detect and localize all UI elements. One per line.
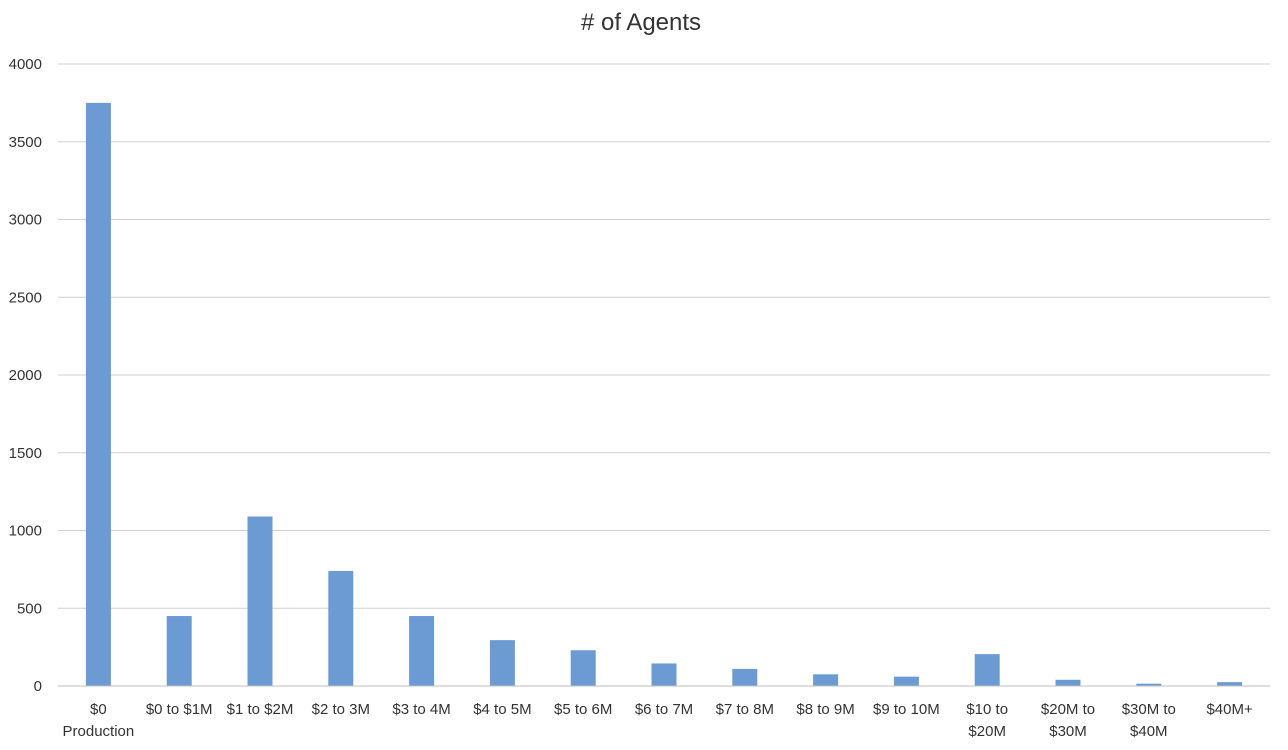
x-category-label: $0 <box>90 701 107 718</box>
x-category-label: $7 to 8M <box>716 701 774 718</box>
y-tick-label: 0 <box>34 678 42 695</box>
x-category-label: $3 to 4M <box>392 701 450 718</box>
bar <box>247 516 273 686</box>
x-category-label: $40M <box>1130 723 1168 740</box>
bar <box>813 674 839 686</box>
x-category-label: $1 to $2M <box>227 701 294 718</box>
bar <box>974 654 1000 686</box>
x-category-label: $9 to 10M <box>873 701 940 718</box>
bar <box>328 570 354 686</box>
x-category-label: $4 to 5M <box>473 701 531 718</box>
bar <box>1217 682 1243 686</box>
x-category-label: $40M+ <box>1206 701 1253 718</box>
bar <box>1055 679 1081 686</box>
gridlines <box>58 63 1270 609</box>
x-category-label: $5 to 6M <box>554 701 612 718</box>
x-category-label: $30M to <box>1122 701 1176 718</box>
bar <box>489 640 515 686</box>
y-tick-label: 4000 <box>9 56 42 73</box>
x-category-label: $2 to 3M <box>312 701 370 718</box>
x-axis-category-labels: $0 Production $0 to $1M $1 to $2M $2 to 3M $3… <box>63 701 1253 740</box>
y-tick-label: 3500 <box>9 134 42 151</box>
bar <box>893 676 919 686</box>
y-tick-label: 2500 <box>9 289 42 306</box>
bars <box>85 102 1243 686</box>
bar <box>1136 683 1162 686</box>
x-category-label: $30M <box>1049 723 1087 740</box>
bar <box>166 616 192 686</box>
x-category-label: $20M to <box>1041 701 1095 718</box>
y-tick-label: 1500 <box>9 445 42 462</box>
x-category-label: $20M <box>968 723 1006 740</box>
bar <box>85 102 111 686</box>
y-tick-label: 2000 <box>9 367 42 384</box>
bar <box>732 668 758 686</box>
x-category-label: Production <box>63 723 135 740</box>
x-category-label: $8 to 9M <box>796 701 854 718</box>
chart-title: # of Agents <box>581 9 701 36</box>
bar <box>651 663 677 686</box>
y-tick-label: 500 <box>17 600 42 617</box>
x-category-label: $6 to 7M <box>635 701 693 718</box>
x-category-label: $0 to $1M <box>146 701 213 718</box>
y-tick-label: 1000 <box>9 523 42 540</box>
x-category-label: $10 to <box>966 701 1008 718</box>
y-tick-label: 3000 <box>9 212 42 229</box>
bar <box>570 650 596 686</box>
y-axis-tick-labels: 0 500 1000 1500 2000 2500 3000 3500 4000 <box>9 56 42 695</box>
bar <box>409 616 435 686</box>
